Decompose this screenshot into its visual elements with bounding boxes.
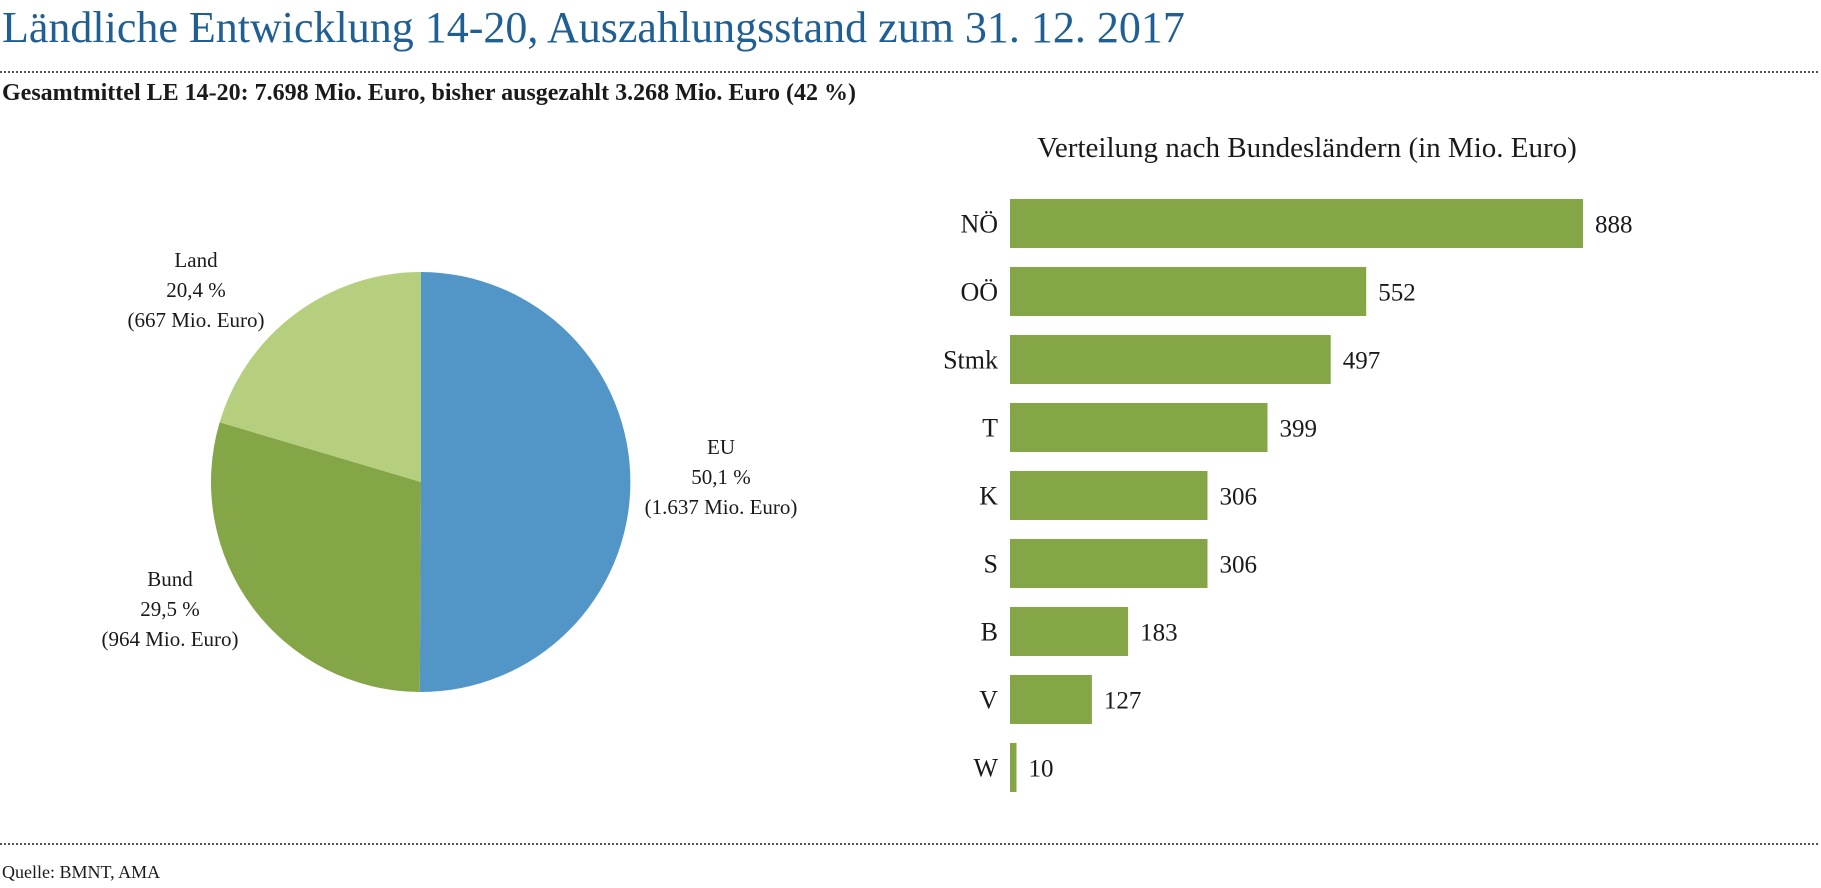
bar-value-label: 127 [1104,688,1142,715]
page-subtitle: Gesamtmittel LE 14-20: 7.698 Mio. Euro, … [2,80,856,106]
pie-labels: EU 50,1 % (1.637 Mio. Euro) Bund 29,5 % … [101,248,797,651]
bar-category-label: S [984,550,998,579]
bar-value-label: 306 [1220,484,1258,511]
pie-chart [210,271,631,693]
bar-b [1010,607,1129,656]
pie-label-eu-amount: (1.637 Mio. Euro) [645,495,798,519]
bar-value-label: 306 [1220,552,1258,579]
bar-category-label: T [982,414,998,443]
bar-chart-title: Verteilung nach Bundesländern (in Mio. E… [1037,132,1577,164]
bar-value-label: 888 [1595,212,1633,239]
bar-value-label: 552 [1378,280,1416,307]
pie-label-land-amount: (667 Mio. Euro) [127,308,264,332]
bar-category-label: NÖ [960,210,998,239]
bottom-divider [0,843,1818,845]
source-note: Quelle: BMNT, AMA [2,862,161,882]
pie-label-bund-amount: (964 Mio. Euro) [101,627,238,651]
pie-slice-land [219,271,421,482]
pie-label-eu-percent: 50,1 % [691,465,751,489]
pie-slice-eu [419,272,631,693]
bar-oö [1010,267,1367,316]
top-divider [0,71,1818,73]
pie-label-land-percent: 20,4 % [166,278,226,302]
bar-w [1010,743,1017,792]
pie-label-eu-name: EU [707,435,735,459]
page-title: Ländliche Entwicklung 14-20, Auszahlungs… [2,3,1185,52]
bar-t [1010,403,1268,452]
bar-category-label: OÖ [960,278,998,307]
bar-category-label: Stmk [943,346,998,375]
bar-category-label: B [981,618,998,647]
pie-label-bund-percent: 29,5 % [140,597,200,621]
pie-slice-bund [210,422,421,692]
bar-value-label: 183 [1140,620,1178,647]
pie-label-bund-name: Bund [147,567,193,591]
bar-value-label: 399 [1280,416,1318,443]
bar-v [1010,675,1092,724]
bar-category-label: W [973,754,998,783]
bar-value-label: 497 [1343,348,1381,375]
pie-label-land-name: Land [174,248,218,272]
bar-nö [1010,199,1583,248]
bar-chart: NÖ 888 OÖ 552 Stmk 497 T 399 K 306 S 306 B 183 V 127 W 10 [943,199,1633,792]
bar-category-label: K [979,482,998,511]
bar-k [1010,471,1208,520]
bar-s [1010,539,1208,588]
bar-stmk [1010,335,1331,384]
bar-category-label: V [979,686,998,715]
bar-value-label: 10 [1029,756,1054,783]
